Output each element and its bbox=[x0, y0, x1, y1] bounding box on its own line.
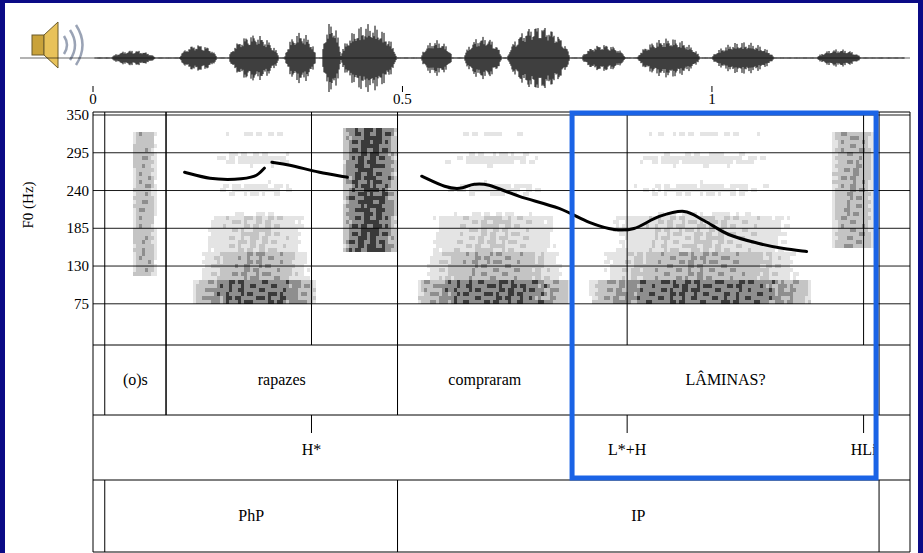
interval-boundary bbox=[397, 112, 398, 415]
speaker-icon bbox=[32, 22, 83, 68]
y-tick-label: 185 bbox=[67, 220, 90, 236]
highlight-box bbox=[572, 113, 876, 478]
x-tick-label: 0 bbox=[89, 91, 97, 107]
interval-boundary bbox=[397, 480, 398, 552]
spectrogram bbox=[139, 128, 865, 304]
interval-boundary bbox=[104, 480, 105, 552]
tier-border bbox=[93, 345, 910, 346]
speaker-body bbox=[32, 35, 44, 55]
interval-label: LÂMINAS? bbox=[686, 370, 766, 388]
grid bbox=[93, 115, 910, 304]
x-tick-label: 0.5 bbox=[393, 91, 412, 107]
interval-label: compraram bbox=[448, 371, 521, 389]
interval-boundary bbox=[166, 112, 167, 415]
y-tick-label: 130 bbox=[67, 258, 90, 274]
tier-border bbox=[93, 415, 910, 416]
interval-boundary bbox=[879, 480, 880, 552]
interval-boundary bbox=[879, 112, 880, 415]
point-line bbox=[863, 112, 864, 345]
point-tick bbox=[863, 415, 864, 433]
spectrogram bbox=[133, 128, 871, 304]
frame-right bbox=[910, 112, 911, 552]
point-label: HLi bbox=[851, 441, 877, 458]
grid-line bbox=[93, 152, 910, 153]
point-line bbox=[311, 112, 312, 345]
interval-label: (o)s bbox=[123, 371, 148, 389]
spectrogram bbox=[217, 128, 775, 304]
y-axis-title: F0 (Hz) bbox=[20, 181, 37, 228]
point-label: H* bbox=[302, 441, 322, 458]
panel bbox=[5, 3, 918, 553]
interval-label: rapazes bbox=[258, 371, 306, 389]
point-label: L*+H bbox=[608, 441, 647, 458]
speaker-cone bbox=[44, 22, 58, 68]
interval-boundary bbox=[397, 112, 398, 415]
f0-contour bbox=[185, 162, 807, 251]
point-tick bbox=[627, 415, 628, 433]
tier-border bbox=[93, 552, 910, 553]
interval-boundary bbox=[166, 112, 167, 415]
waveform-baseline bbox=[20, 58, 910, 59]
y-tick-label: 240 bbox=[67, 183, 90, 199]
y-tick-label: 350 bbox=[67, 107, 90, 123]
interval-boundary bbox=[397, 480, 398, 552]
interval-label: PhP bbox=[238, 507, 264, 524]
interval-boundary bbox=[104, 112, 105, 415]
grid-line bbox=[93, 228, 910, 229]
grid-line bbox=[93, 303, 910, 304]
frame-left bbox=[93, 112, 94, 552]
figure: 75 130 185 240 295 350 F0 (Hz) 0 0.5 1 (o)s rapazes… bbox=[0, 0, 923, 553]
y-tick-label: 75 bbox=[74, 296, 89, 312]
point-tick bbox=[311, 415, 312, 433]
plot-data bbox=[185, 162, 807, 251]
grid-line bbox=[93, 266, 910, 267]
y-tick-label: 295 bbox=[67, 145, 90, 161]
x-tick-label: 1 bbox=[708, 91, 716, 107]
speaker-waves bbox=[64, 25, 83, 65]
interval-label: IP bbox=[631, 507, 645, 524]
